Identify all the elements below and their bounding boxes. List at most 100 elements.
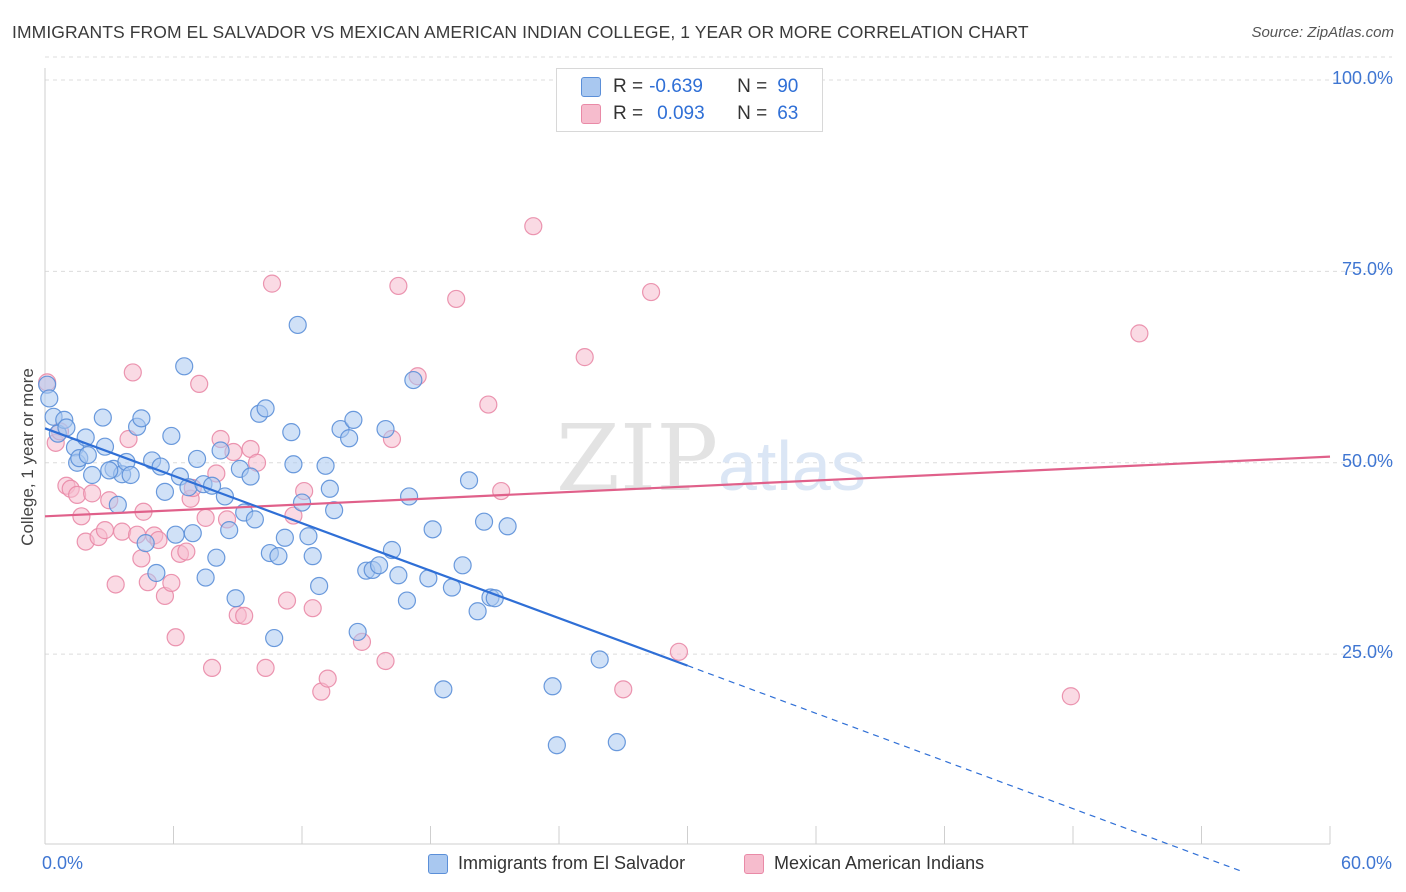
blue-data-point — [256, 399, 275, 418]
legend-swatch-pink — [581, 104, 601, 124]
blue-data-point — [590, 650, 609, 669]
blue-data-point — [399, 487, 419, 506]
blue-data-point — [288, 315, 307, 335]
y-axis-label: College, 1 year or more — [18, 368, 37, 546]
legend-n-value: 90 — [777, 76, 799, 97]
x-tick-label-max: 60.0% — [1340, 853, 1392, 873]
blue-data-point — [348, 622, 367, 642]
pink-data-point — [389, 276, 408, 296]
source-credit: Source: ZipAtlas.com — [1251, 24, 1394, 41]
trendlines — [44, 427, 1331, 873]
blue-data-point — [226, 589, 245, 608]
gridlines — [45, 56, 1392, 655]
legend-n-label: N = — [737, 76, 768, 97]
pink-data-point — [166, 628, 185, 647]
bottom-legend: Immigrants from El Salvador Mexican Amer… — [0, 852, 1406, 878]
legend-swatch-blue — [581, 77, 601, 97]
correlation-legend: R = -0.639 N = 90 R = 0.093 N = 63 — [556, 68, 823, 132]
y-tick-label: 25.0% — [1341, 642, 1393, 663]
blue-data-point — [245, 510, 264, 529]
blue-data-point — [211, 441, 230, 460]
pink-data-point — [277, 591, 297, 610]
blue-data-point — [320, 479, 339, 498]
blue-data-point — [607, 733, 626, 752]
pink-data-point — [614, 680, 633, 699]
pink-data-point — [196, 508, 215, 527]
blue-data-point — [241, 467, 260, 486]
watermark: ZIP atlas — [556, 405, 866, 512]
blue-data-point — [547, 736, 566, 755]
blue-data-point — [316, 456, 335, 475]
blue-data-point — [389, 566, 408, 585]
legend-n-label: N = — [737, 103, 768, 124]
blue-data-point — [151, 457, 170, 476]
pink-data-point — [95, 521, 115, 540]
chart-title: IMMIGRANTS FROM EL SALVADOR VS MEXICAN A… — [12, 22, 1029, 42]
legend-r-label: R = — [613, 103, 644, 124]
blue-data-point — [93, 408, 112, 427]
blue-data-point — [325, 501, 344, 520]
pink-data-point — [202, 658, 222, 678]
pink-data-point — [106, 575, 125, 594]
legend-r-value: 0.093 — [657, 103, 705, 124]
pink-data-point — [1061, 687, 1080, 706]
blue-data-point — [303, 547, 322, 566]
blue-data-point — [196, 568, 215, 587]
pink-data-point — [262, 274, 282, 293]
trendline-blue — [44, 427, 688, 667]
blue-data-point — [78, 445, 97, 465]
trendline-blue-extension — [687, 665, 1245, 873]
pink-data-point — [256, 658, 275, 678]
pink-data-point — [68, 485, 87, 505]
pink-data-point — [1130, 324, 1149, 343]
blue-data-point — [376, 419, 395, 439]
blue-data-point — [83, 465, 102, 485]
pink-data-point — [669, 642, 689, 661]
series-immigrants-el-salvador — [38, 315, 626, 755]
blue-data-point — [292, 493, 312, 512]
blue-data-point — [175, 357, 194, 376]
blue-data-point — [269, 547, 288, 566]
blue-data-point — [108, 495, 127, 514]
pink-data-point — [112, 522, 132, 541]
x-tick-label-min: 0.0% — [42, 853, 84, 873]
blue-data-point — [453, 556, 472, 575]
blue-data-point — [282, 423, 301, 442]
axes — [44, 68, 1331, 845]
pink-data-point — [132, 549, 151, 568]
blue-data-point — [397, 591, 417, 610]
pink-data-point — [190, 374, 209, 394]
pink-data-point — [492, 481, 511, 501]
blue-data-point — [310, 576, 329, 596]
pink-data-point — [123, 363, 142, 382]
pink-data-point — [318, 669, 337, 688]
pink-data-point — [72, 507, 91, 526]
blue-data-point — [183, 524, 202, 543]
blue-data-point — [121, 465, 140, 485]
y-tick-label: 100.0% — [1331, 68, 1393, 88]
pink-data-point — [177, 542, 196, 561]
legend-r-label: R = — [613, 76, 644, 97]
watermark-zip: ZIP — [556, 405, 718, 512]
pink-data-point — [284, 506, 303, 525]
legend-r-value: -0.639 — [649, 76, 703, 97]
blue-data-point — [543, 677, 562, 696]
bottom-legend-swatch-blue — [428, 853, 448, 874]
pink-data-point — [83, 484, 102, 503]
blue-data-point — [344, 410, 363, 429]
blue-data-point — [275, 528, 294, 547]
blue-data-point — [299, 527, 318, 546]
blue-data-point — [284, 455, 303, 474]
blue-data-point — [132, 409, 151, 428]
blue-data-point — [220, 521, 239, 540]
blue-data-point — [474, 512, 494, 531]
y-tick-label: 50.0% — [1341, 450, 1393, 471]
blue-data-point — [459, 471, 479, 490]
pink-data-point — [575, 348, 594, 367]
pink-data-point — [641, 282, 661, 302]
blue-data-point — [423, 520, 442, 539]
blue-data-point — [187, 449, 207, 469]
blue-data-point — [265, 628, 284, 648]
bottom-legend-label-pink: Mexican American Indians — [774, 853, 985, 873]
